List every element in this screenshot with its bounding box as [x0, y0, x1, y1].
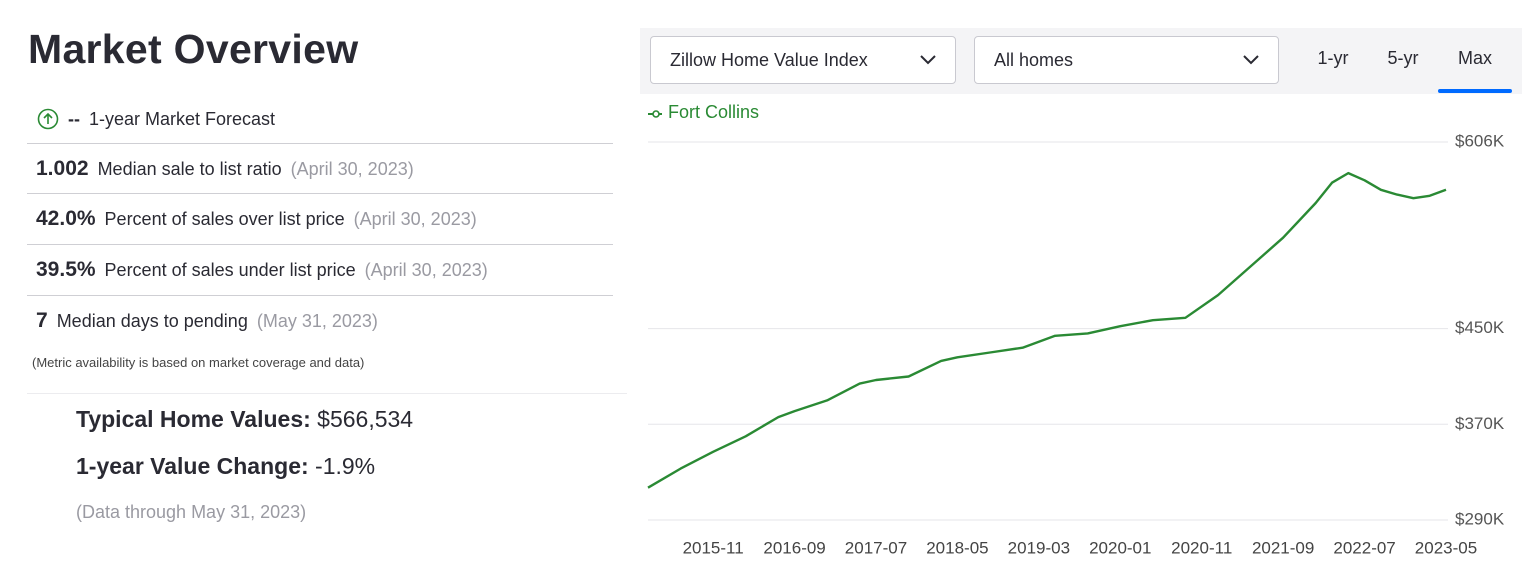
note: (Metric availability is based on market …	[32, 355, 365, 370]
chevron	[920, 55, 936, 65]
dropdown-label: Zillow Home Value Index	[670, 49, 868, 70]
summary-label: Typical Home Values:	[76, 406, 311, 432]
separator	[27, 393, 627, 394]
metric-row: 7 Median days to pending (May 31, 2023)	[27, 308, 613, 334]
x-tick-label: 2019-03	[1008, 538, 1070, 557]
y-tick-label: $370K	[1455, 414, 1505, 433]
x-tick-label: 2015-11	[683, 538, 744, 557]
metric-date: (April 30, 2023)	[290, 158, 414, 179]
legend-label: Fort Collins	[668, 102, 759, 122]
x-tick-label: 2016-09	[763, 538, 825, 557]
forecast-row: -- 1-year Market Forecast	[27, 106, 613, 132]
dropdown[interactable]: All homes	[974, 36, 1279, 84]
metric-value: 7	[36, 309, 48, 332]
metric-label: Percent of sales over list price	[104, 208, 345, 229]
metric-row: 42.0% Percent of sales over list price (Ap…	[27, 206, 613, 232]
metric-label: Median days to pending	[56, 310, 248, 331]
forecast-label: 1-year Market Forecast	[89, 108, 276, 129]
metric-date: (May 31, 2023)	[256, 310, 378, 331]
tab[interactable]: 1-yr	[1317, 48, 1349, 68]
x-tick-label: 2022-07	[1333, 538, 1395, 557]
active-tab-underline	[1438, 89, 1512, 93]
summary-label: 1-year Value Change:	[76, 453, 309, 479]
y-tick-label: $290K	[1455, 509, 1505, 528]
x-tick-label: 2020-11	[1171, 538, 1232, 557]
metric-date: (April 30, 2023)	[364, 259, 488, 280]
metric-date: (April 30, 2023)	[353, 208, 477, 229]
data-through: (Data through May 31, 2023)	[76, 502, 307, 522]
data-line	[647, 171, 1447, 489]
summary-row: 1-year Value Change: -1.9%	[76, 453, 375, 480]
dropdown[interactable]: Zillow Home Value Index	[650, 36, 956, 84]
x-tick-label: 2017-07	[845, 538, 907, 557]
metric-label: Percent of sales under list price	[104, 259, 356, 280]
dropdown-label: All homes	[994, 49, 1074, 70]
metric-row: 39.5% Percent of sales under list price (A…	[27, 257, 613, 283]
forecast-icon	[37, 108, 59, 130]
metric-value: 1.002	[36, 157, 89, 180]
x-tick-label: 2018-05	[926, 538, 988, 557]
separator	[27, 193, 613, 194]
separator	[27, 295, 613, 296]
chevron	[1243, 55, 1259, 65]
separator	[27, 244, 613, 245]
separator	[27, 143, 613, 144]
summary-row: Typical Home Values: $566,534	[76, 406, 413, 433]
tab[interactable]: Max	[1457, 48, 1493, 68]
metric-label: Median sale to list ratio	[97, 158, 282, 179]
metric-value: 39.5%	[36, 258, 96, 281]
legend-swatch	[652, 110, 660, 118]
x-tick-label: 2023-05	[1415, 538, 1477, 557]
page-title: Market Overview	[28, 26, 359, 72]
summary-value: -1.9%	[315, 453, 376, 479]
tab[interactable]: 5-yr	[1387, 48, 1419, 68]
forecast-value: --	[68, 108, 80, 129]
y-tick-label: $606K	[1455, 131, 1505, 150]
x-tick-label: 2020-01	[1089, 538, 1151, 557]
x-tick-label: 2021-09	[1252, 538, 1314, 557]
y-tick-label: $450K	[1455, 318, 1505, 337]
metric-row: 1.002 Median sale to list ratio (April 30,…	[27, 156, 613, 182]
summary-value: $566,534	[317, 406, 414, 432]
metric-value: 42.0%	[36, 207, 96, 230]
